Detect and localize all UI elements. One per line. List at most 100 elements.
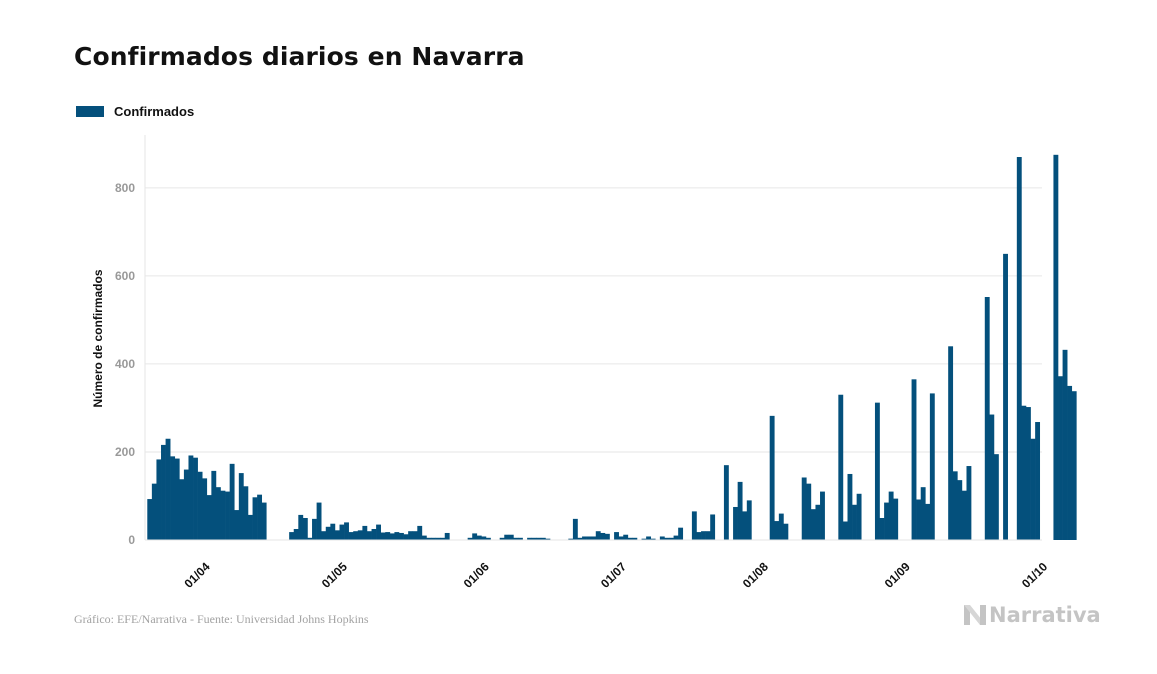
bar	[669, 537, 674, 540]
bar	[966, 466, 972, 540]
bar	[394, 532, 400, 540]
bar	[508, 534, 514, 540]
bar	[472, 533, 478, 540]
bar	[215, 487, 221, 540]
bar	[380, 532, 386, 540]
bar	[961, 490, 967, 540]
bar	[838, 394, 844, 540]
bar	[1035, 422, 1041, 540]
bar	[481, 536, 487, 540]
brand-name: Narrativa	[989, 603, 1101, 627]
bar	[293, 528, 299, 540]
bar	[353, 531, 359, 540]
bar	[856, 493, 862, 540]
bar	[646, 536, 652, 540]
bar	[339, 524, 345, 540]
bar	[412, 531, 418, 540]
bar	[925, 503, 931, 540]
bar	[376, 524, 381, 540]
x-tick-label: 01/09	[882, 559, 913, 590]
bar	[307, 537, 313, 540]
bar	[920, 487, 926, 540]
x-tick-label: 01/07	[598, 559, 629, 590]
bar	[147, 499, 153, 540]
bar	[527, 537, 533, 540]
y-tick-label: 600	[115, 269, 135, 283]
bar	[705, 531, 711, 540]
bar	[948, 346, 954, 540]
bar	[783, 523, 789, 540]
bar	[572, 518, 578, 540]
bar	[746, 500, 752, 540]
bar	[238, 473, 244, 540]
bar	[247, 514, 253, 540]
bar	[778, 513, 784, 540]
bar	[321, 531, 327, 540]
bar	[929, 393, 935, 540]
bar	[536, 537, 542, 540]
bar	[156, 459, 162, 540]
bar	[1058, 376, 1063, 540]
bar	[650, 538, 656, 540]
bar	[170, 456, 176, 540]
bar	[993, 454, 999, 540]
bar	[431, 537, 436, 540]
bar	[673, 535, 679, 540]
bar	[623, 534, 629, 540]
bar	[348, 532, 354, 540]
y-tick-label: 800	[115, 181, 135, 195]
bar	[737, 481, 743, 540]
bar	[1016, 157, 1022, 540]
brand-logo: Narrativa	[964, 603, 1101, 627]
bar	[1062, 349, 1068, 540]
y-tick-label: 0	[128, 533, 135, 547]
bar	[399, 532, 404, 540]
bar	[893, 498, 899, 540]
bar	[659, 536, 665, 540]
bar	[888, 491, 894, 540]
bar	[334, 530, 340, 540]
bar	[408, 531, 414, 540]
bar	[618, 536, 624, 540]
bar	[733, 506, 738, 540]
bar	[417, 525, 423, 540]
bar	[371, 528, 377, 540]
bar	[289, 532, 295, 540]
bar	[325, 526, 331, 540]
legend-label: Confirmados	[114, 104, 195, 119]
bar	[879, 517, 885, 540]
bar	[485, 537, 491, 540]
bar	[499, 537, 505, 540]
bar	[591, 536, 597, 540]
bar	[467, 537, 473, 540]
bar	[421, 535, 427, 540]
bar	[476, 535, 482, 540]
bar	[911, 379, 917, 540]
bar	[810, 509, 816, 540]
bar	[577, 537, 583, 540]
bar	[151, 483, 157, 540]
chart-title: Confirmados diarios en Navarra	[74, 42, 525, 71]
x-tick-label: 01/04	[182, 559, 213, 590]
bar	[604, 533, 610, 540]
bar	[1067, 385, 1073, 540]
bar	[316, 502, 322, 540]
narrativa-n-logo-icon	[964, 605, 986, 625]
bar	[874, 402, 880, 540]
bar	[1025, 407, 1031, 540]
bar	[312, 518, 317, 540]
bar	[193, 457, 198, 540]
bar	[513, 537, 519, 540]
bar	[1003, 253, 1008, 541]
y-tick-label: 200	[115, 445, 135, 459]
bar	[696, 532, 702, 540]
bar	[989, 414, 995, 540]
bar	[183, 469, 189, 540]
bar	[710, 514, 716, 540]
bar	[220, 490, 226, 540]
bar	[243, 486, 249, 540]
bar	[403, 534, 409, 540]
bar	[1030, 438, 1036, 540]
bar	[701, 531, 706, 540]
